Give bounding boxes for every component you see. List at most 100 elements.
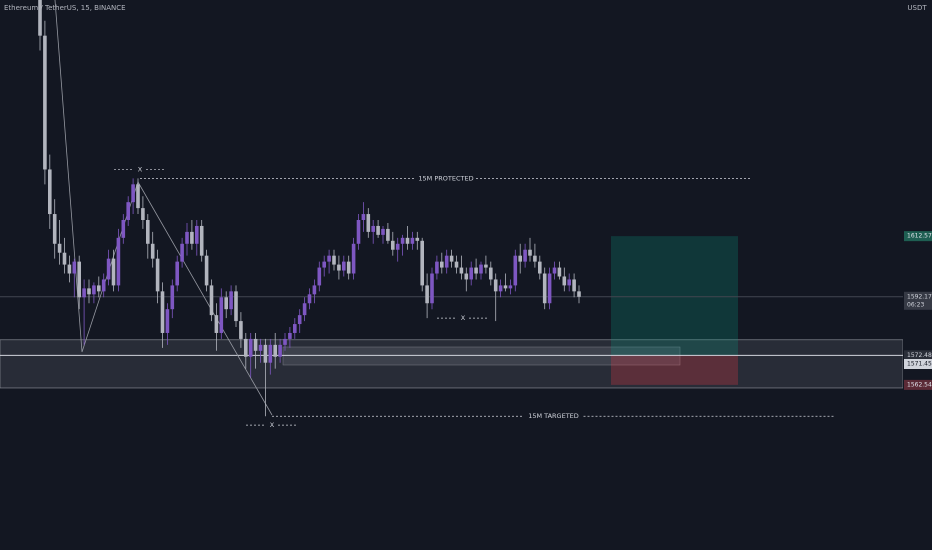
candle-body [542, 273, 547, 304]
candle-body [160, 291, 165, 333]
level-label: 15M TARGETED [528, 412, 579, 420]
candle-body [518, 255, 522, 262]
candle-body [72, 261, 77, 274]
candle-body [322, 261, 326, 268]
candle-body [484, 264, 488, 268]
candle-body [43, 35, 47, 170]
candle-body [557, 267, 562, 277]
candle-body [48, 169, 52, 215]
candle-body [297, 315, 302, 325]
candle-body [209, 285, 214, 316]
candle-body [489, 267, 493, 280]
candle-body [533, 255, 537, 262]
candle-body [278, 344, 282, 357]
candle-body [258, 344, 263, 351]
candle-body [283, 338, 287, 345]
price-tag: 1562.54 [907, 381, 932, 388]
candle-body [567, 279, 571, 286]
candle-body [317, 267, 322, 286]
candle-body [195, 225, 199, 244]
candle-body [449, 255, 454, 262]
candle-body [234, 291, 238, 322]
candle-body [248, 338, 253, 357]
candle-body [469, 267, 473, 280]
target-box [611, 236, 738, 356]
candle-body [273, 344, 277, 357]
candle-body [116, 237, 121, 286]
candle-body [165, 309, 170, 333]
candle-body [513, 255, 518, 286]
candle-body [52, 214, 57, 244]
candle-body [268, 344, 273, 363]
candle-body [302, 303, 307, 316]
candle-body [57, 243, 62, 253]
candle-body [420, 240, 424, 286]
candle-body [552, 267, 557, 274]
price-tag-bg [904, 350, 932, 361]
candle-body [150, 243, 155, 259]
candle-body [185, 231, 189, 244]
candle-body [126, 202, 130, 220]
currency: USDT [907, 4, 927, 12]
candle-body [111, 258, 116, 286]
candle-body [361, 214, 366, 220]
candle-body [366, 214, 371, 232]
candle-body [395, 243, 400, 250]
candle-body [131, 184, 135, 203]
candle-body [190, 231, 194, 244]
candle-body [199, 225, 204, 256]
candle-body [288, 332, 292, 339]
candle-body [547, 273, 552, 304]
candle-body [214, 315, 219, 333]
candle-body [136, 184, 140, 209]
candle-body [332, 255, 336, 265]
candle-body [307, 294, 312, 304]
plot: 15M PROTECTED 15M TARGETED X X X [0, 0, 903, 429]
price-tag-bg [904, 231, 932, 242]
candle-body [180, 243, 184, 262]
candle-body [400, 237, 405, 244]
zone [0, 339, 903, 389]
candle-body [155, 258, 160, 292]
candle-body [371, 225, 375, 232]
marker-label: X [138, 165, 143, 173]
candle-body [244, 338, 248, 357]
candle-body [101, 279, 106, 292]
candle-body [415, 237, 420, 241]
candle-body [293, 324, 297, 333]
candle-body [381, 228, 385, 235]
inner-box [282, 346, 681, 366]
candle-body [106, 258, 111, 280]
candle-body [229, 291, 233, 310]
candle-body [312, 285, 317, 295]
candle-body [337, 264, 341, 271]
candle-body [82, 288, 86, 298]
candle-body [121, 220, 126, 238]
candle-body [327, 255, 331, 262]
candle-body [77, 261, 81, 298]
price-tag-bg [904, 291, 932, 310]
price-tag-bg [904, 379, 932, 390]
candle-body [440, 261, 444, 268]
candle-body [464, 273, 469, 280]
candle-body [479, 264, 483, 274]
candle-body [493, 279, 498, 292]
candle-body [97, 285, 101, 292]
candle-body [425, 285, 429, 304]
candle-body [351, 243, 356, 274]
price-tag: 1592.17 [907, 293, 932, 300]
candle-body [405, 237, 410, 244]
level-label: 15M PROTECTED [418, 174, 473, 182]
candle-body [224, 297, 228, 310]
candle-body [503, 285, 508, 289]
candle-body [239, 321, 243, 339]
candle-body [528, 249, 532, 256]
candle-body [562, 276, 567, 286]
candle-body [38, 0, 42, 36]
candle-body [263, 344, 268, 363]
candle-body [204, 255, 209, 286]
candle-body [577, 291, 581, 297]
candle-body [141, 208, 145, 220]
